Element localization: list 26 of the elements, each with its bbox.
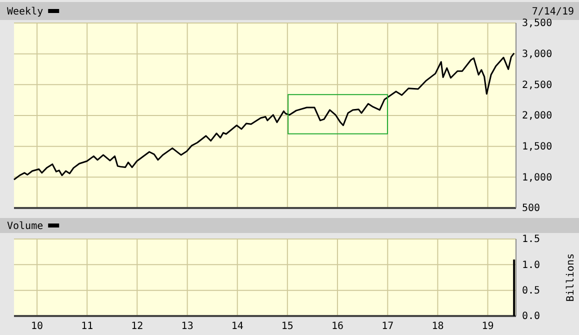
legend-label: Volume bbox=[7, 221, 44, 232]
y-tick-label: 0.5 bbox=[522, 286, 540, 297]
y-tick-label: 3,000 bbox=[522, 49, 552, 60]
x-tick-label: 19 bbox=[482, 321, 494, 332]
y-tick-label: 1,500 bbox=[522, 142, 552, 153]
y-tick-label: 3,500 bbox=[522, 18, 552, 30]
x-tick-label: 17 bbox=[382, 321, 394, 332]
x-tick-label: 14 bbox=[231, 321, 244, 332]
y-tick-label: 1.5 bbox=[522, 234, 540, 246]
y-tick-label: 1,000 bbox=[522, 172, 552, 184]
x-tick-label: 15 bbox=[281, 321, 294, 332]
x-tick-label: 12 bbox=[131, 321, 144, 332]
y-axis-title: Billions bbox=[566, 253, 576, 302]
line-series bbox=[13, 52, 515, 180]
y-tick-label: 1.0 bbox=[522, 260, 540, 271]
y-tick-label: 2,000 bbox=[522, 110, 552, 122]
y-tick-label: 500 bbox=[522, 203, 540, 214]
legend-label: Weekly bbox=[7, 6, 44, 18]
x-tick-label: 10 bbox=[31, 321, 44, 332]
x-tick-label: 13 bbox=[181, 321, 194, 332]
x-tick-label: 16 bbox=[331, 321, 344, 332]
x-tick-label: 18 bbox=[432, 321, 444, 332]
y-tick-label: 2,500 bbox=[522, 80, 552, 91]
y-tick-label: 0.0 bbox=[522, 311, 540, 322]
x-tick-label: 11 bbox=[81, 321, 94, 332]
text: 7/14/19 bbox=[532, 6, 574, 18]
